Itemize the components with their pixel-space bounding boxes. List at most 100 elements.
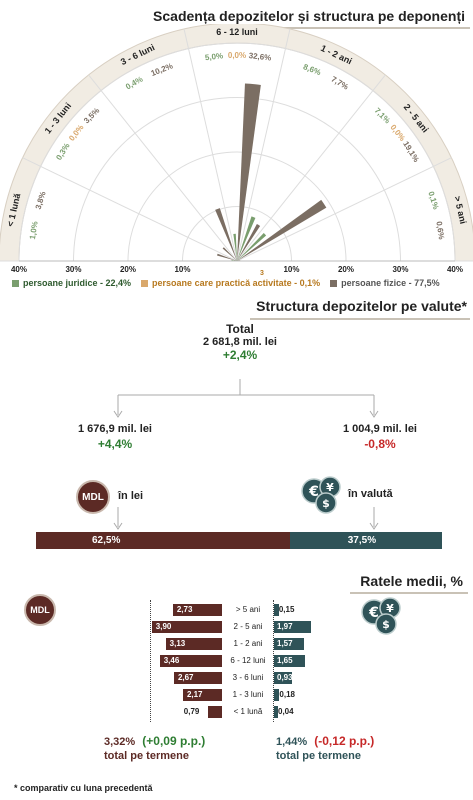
polar-axis-tick: 40% [11,265,27,274]
polar-axis-tick: 10% [174,265,190,274]
rates-bar-lei: 3,46 [159,655,222,667]
polar-spoke [236,157,452,262]
lei-total-block: 3,32% (+0,09 p.p.) total pe termene [104,734,205,762]
polar-value-label: 0,3% [54,142,71,162]
polar-ring [18,42,456,262]
val-total-block: 1,44% (-0,12 p.p.) total pe termene [276,734,374,762]
polar-wedge [231,260,237,261]
rates-chart: > 5 ani 2,73 0,15 2 - 5 ani 3,90 1,97 1 - 2 an… [0,600,473,725]
polar-wedge [215,208,237,261]
rates-category-label: 1 - 2 ani [233,639,263,648]
tree-connector [113,379,379,418]
lei-total: 3,32% [104,736,136,748]
rates-bar-val: 1,65 [274,655,306,667]
polar-ring [127,151,347,262]
rates-chart-title: Ratele medii, % [360,573,463,589]
polar-axis-tick: 10% [283,265,299,274]
coins-icon: € ¥ $ [301,476,341,514]
rates-bar-val: 0,18 [274,689,295,701]
rates-bar-val: 0,93 [274,672,293,684]
polar-value-label: 10,2% [150,61,174,78]
legend-superscript: 3 [260,270,264,277]
rates-bar-val: 0,15 [274,604,294,616]
legend-label-fizice: persoane fizice - 77,5% [341,278,440,288]
lei-change: +4,4% [97,437,133,451]
polar-value-label: 0,4% [124,75,144,92]
polar-value-label: 5,0% [204,51,223,62]
mdl-badge: MDL [76,480,110,514]
polar-spoke [236,74,386,262]
polar-spoke [88,74,238,262]
polar-wedge [237,83,261,261]
coins-icon-rates: € ¥ $ [361,597,401,635]
polar-wedge [235,260,237,261]
legend-swatch-juridice [12,279,19,287]
polar-wedge [233,233,237,261]
mdl-badge-text: MDL [82,491,104,503]
legend-label-activitate: persoane care practică activitate - 0,1%… [152,270,321,288]
total-value: 2 681,8 mil. lei [203,336,277,348]
polar-value-label: 7,7% [330,75,350,92]
polar-wedge [237,224,261,261]
svg-text:$: $ [382,618,390,631]
rates-bar-lei: 3,90 [151,621,222,633]
val-label: în valută [348,488,393,500]
total-block: Total 2 681,8 mil. lei +2,4% [150,322,330,362]
polar-spoke [236,28,291,262]
val-block: 1 004,9 mil. lei -0,8% [305,423,455,451]
polar-value-label: 0,0% [67,123,85,143]
polar-wedge [237,260,241,261]
title-underline-2 [250,318,470,320]
rates-category-label: 1 - 3 luni [232,690,264,699]
share-bar: 62,5% 37,5% [36,532,442,549]
rates-bar-lei: 2,67 [173,672,222,684]
legend-swatch-fizice [330,279,338,287]
polar-wedge [217,253,237,261]
rates-bar-lei: 2,73 [172,604,222,616]
val-value: 1 004,9 mil. lei [343,423,417,435]
polar-axis-tick: 30% [392,265,408,274]
rates-category-label: 6 - 12 luni [230,656,266,665]
polar-axis-tick: 40% [447,265,463,274]
val-total: 1,44% [276,736,308,748]
rates-category-label: 3 - 6 luni [232,673,264,682]
polar-value-label: 7,1% [373,106,392,125]
lei-block: 1 676,9 mil. lei +4,4% [40,423,190,451]
legend-swatch-activitate [141,279,149,287]
bar-arrows [113,507,379,530]
lei-total-caption: total pe termene [104,750,189,762]
rates-category-label: < 1 lună [233,707,263,716]
polar-chart-title: Scadența depozitelor și structura pe dep… [153,8,465,24]
lei-label: în lei [118,490,144,502]
polar-wedge [237,199,327,261]
polar-value-label: 0,0% [388,123,406,143]
polar-value-label: 32,6% [248,51,272,62]
total-label: Total [226,322,254,336]
val-change: -0,8% [364,437,396,451]
polar-value-label: 0,1% [426,190,440,210]
rates-bar-val: 1,57 [274,638,304,650]
legend-label-activitate-text: persoane care practică activitate - 0,1% [152,278,321,288]
svg-text:¥: ¥ [386,602,394,615]
legend-label-juridice: persoane juridice - 22,4% [23,278,132,288]
rates-axis-left [150,600,151,722]
polar-axis-tick: 20% [338,265,354,274]
svg-text:€: € [368,605,379,621]
val-total-caption: total pe termene [276,750,361,762]
svg-text:$: $ [322,497,330,510]
legend: persoane juridice - 22,4% persoane care … [12,270,440,288]
polar-value-label: 3,8% [34,190,48,210]
polar-value-label: 0,6% [434,221,446,240]
rates-category-label: 2 - 5 ani [233,622,263,631]
polar-value-label: 0,0% [228,51,246,60]
share-lei-text: 62,5% [92,535,121,546]
footnote: * comparativ cu luna precedentă [14,783,153,793]
rates-bar-lei: 3,13 [165,638,222,650]
polar-value-label: 8,6% [302,62,322,77]
currency-chart-title: Structura depozitelor pe valute* [256,298,467,314]
polar-wedge [237,233,267,261]
lei-total-change: (+0,09 p.p.) [142,734,206,748]
polar-spoke [22,157,238,262]
lei-value: 1 676,9 mil. lei [78,423,152,435]
